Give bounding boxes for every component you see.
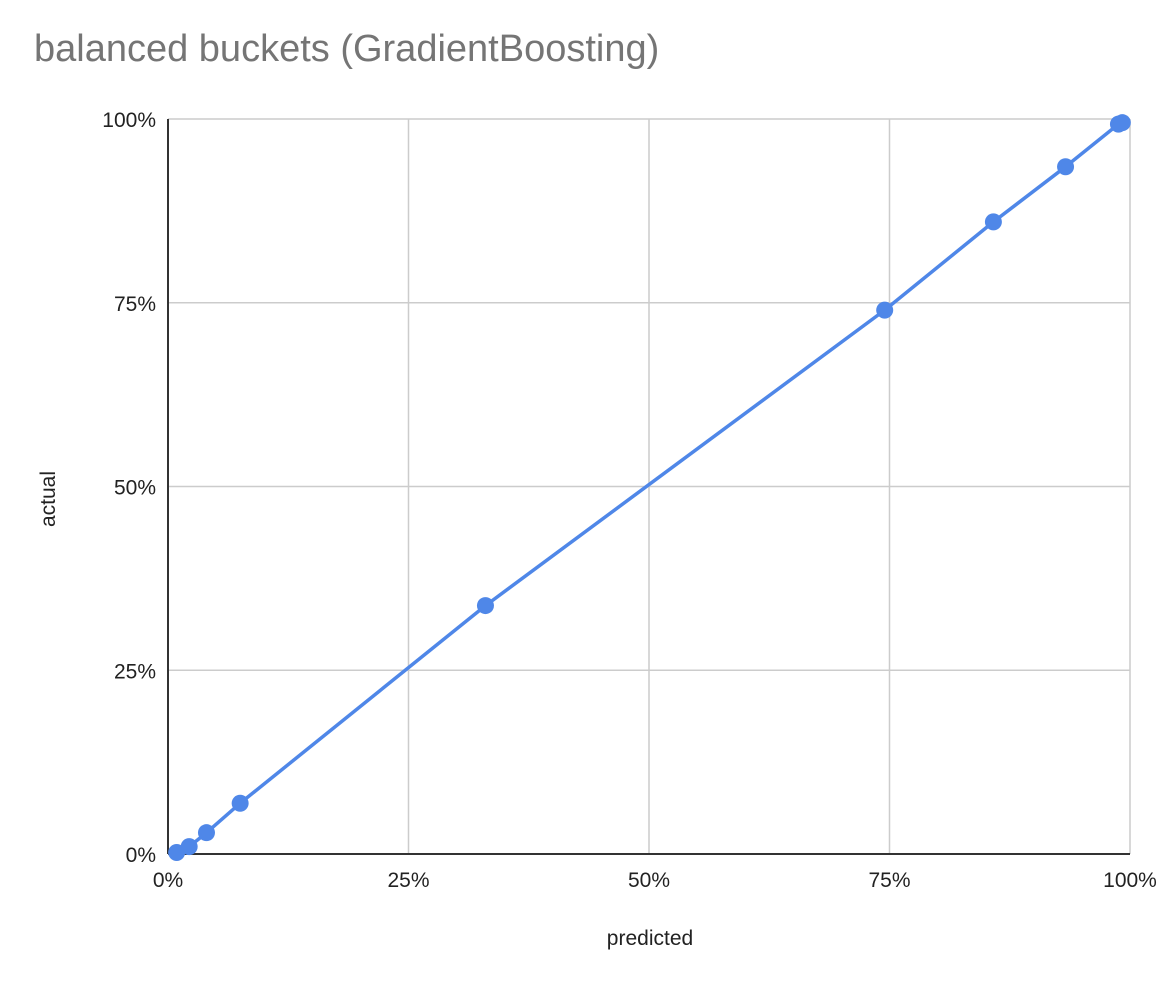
data-point bbox=[197, 824, 215, 842]
y-tick-label: 50% bbox=[114, 477, 156, 500]
series-line-path bbox=[175, 121, 1123, 855]
y-tick-label: 75% bbox=[114, 293, 156, 316]
data-point bbox=[231, 794, 249, 812]
x-tick-label: 50% bbox=[628, 869, 670, 892]
y-tick-label: 0% bbox=[126, 844, 156, 867]
data-point bbox=[1113, 114, 1131, 132]
data-point bbox=[876, 301, 894, 319]
y-tick-label: 25% bbox=[114, 660, 156, 683]
y-tick-labels: 0% 25% 50% 75% 100% bbox=[102, 109, 156, 867]
x-tick-label: 0% bbox=[153, 869, 183, 892]
y-axis-title: actual bbox=[37, 471, 60, 527]
data-point bbox=[1057, 158, 1075, 176]
axes bbox=[167, 119, 1130, 855]
x-tick-label: 25% bbox=[387, 869, 429, 892]
data-points bbox=[168, 114, 1131, 862]
series-line bbox=[175, 121, 1123, 855]
x-tick-label: 75% bbox=[868, 869, 910, 892]
data-point bbox=[984, 213, 1002, 231]
x-axis-title: predicted bbox=[607, 927, 693, 950]
data-point bbox=[476, 597, 494, 615]
y-tick-label: 100% bbox=[102, 109, 156, 132]
chart-title: balanced buckets (GradientBoosting) bbox=[34, 28, 660, 70]
data-point bbox=[180, 838, 198, 856]
x-tick-labels: 0% 25% 50% 75% 100% bbox=[153, 869, 1157, 892]
x-tick-label: 100% bbox=[1103, 869, 1157, 892]
